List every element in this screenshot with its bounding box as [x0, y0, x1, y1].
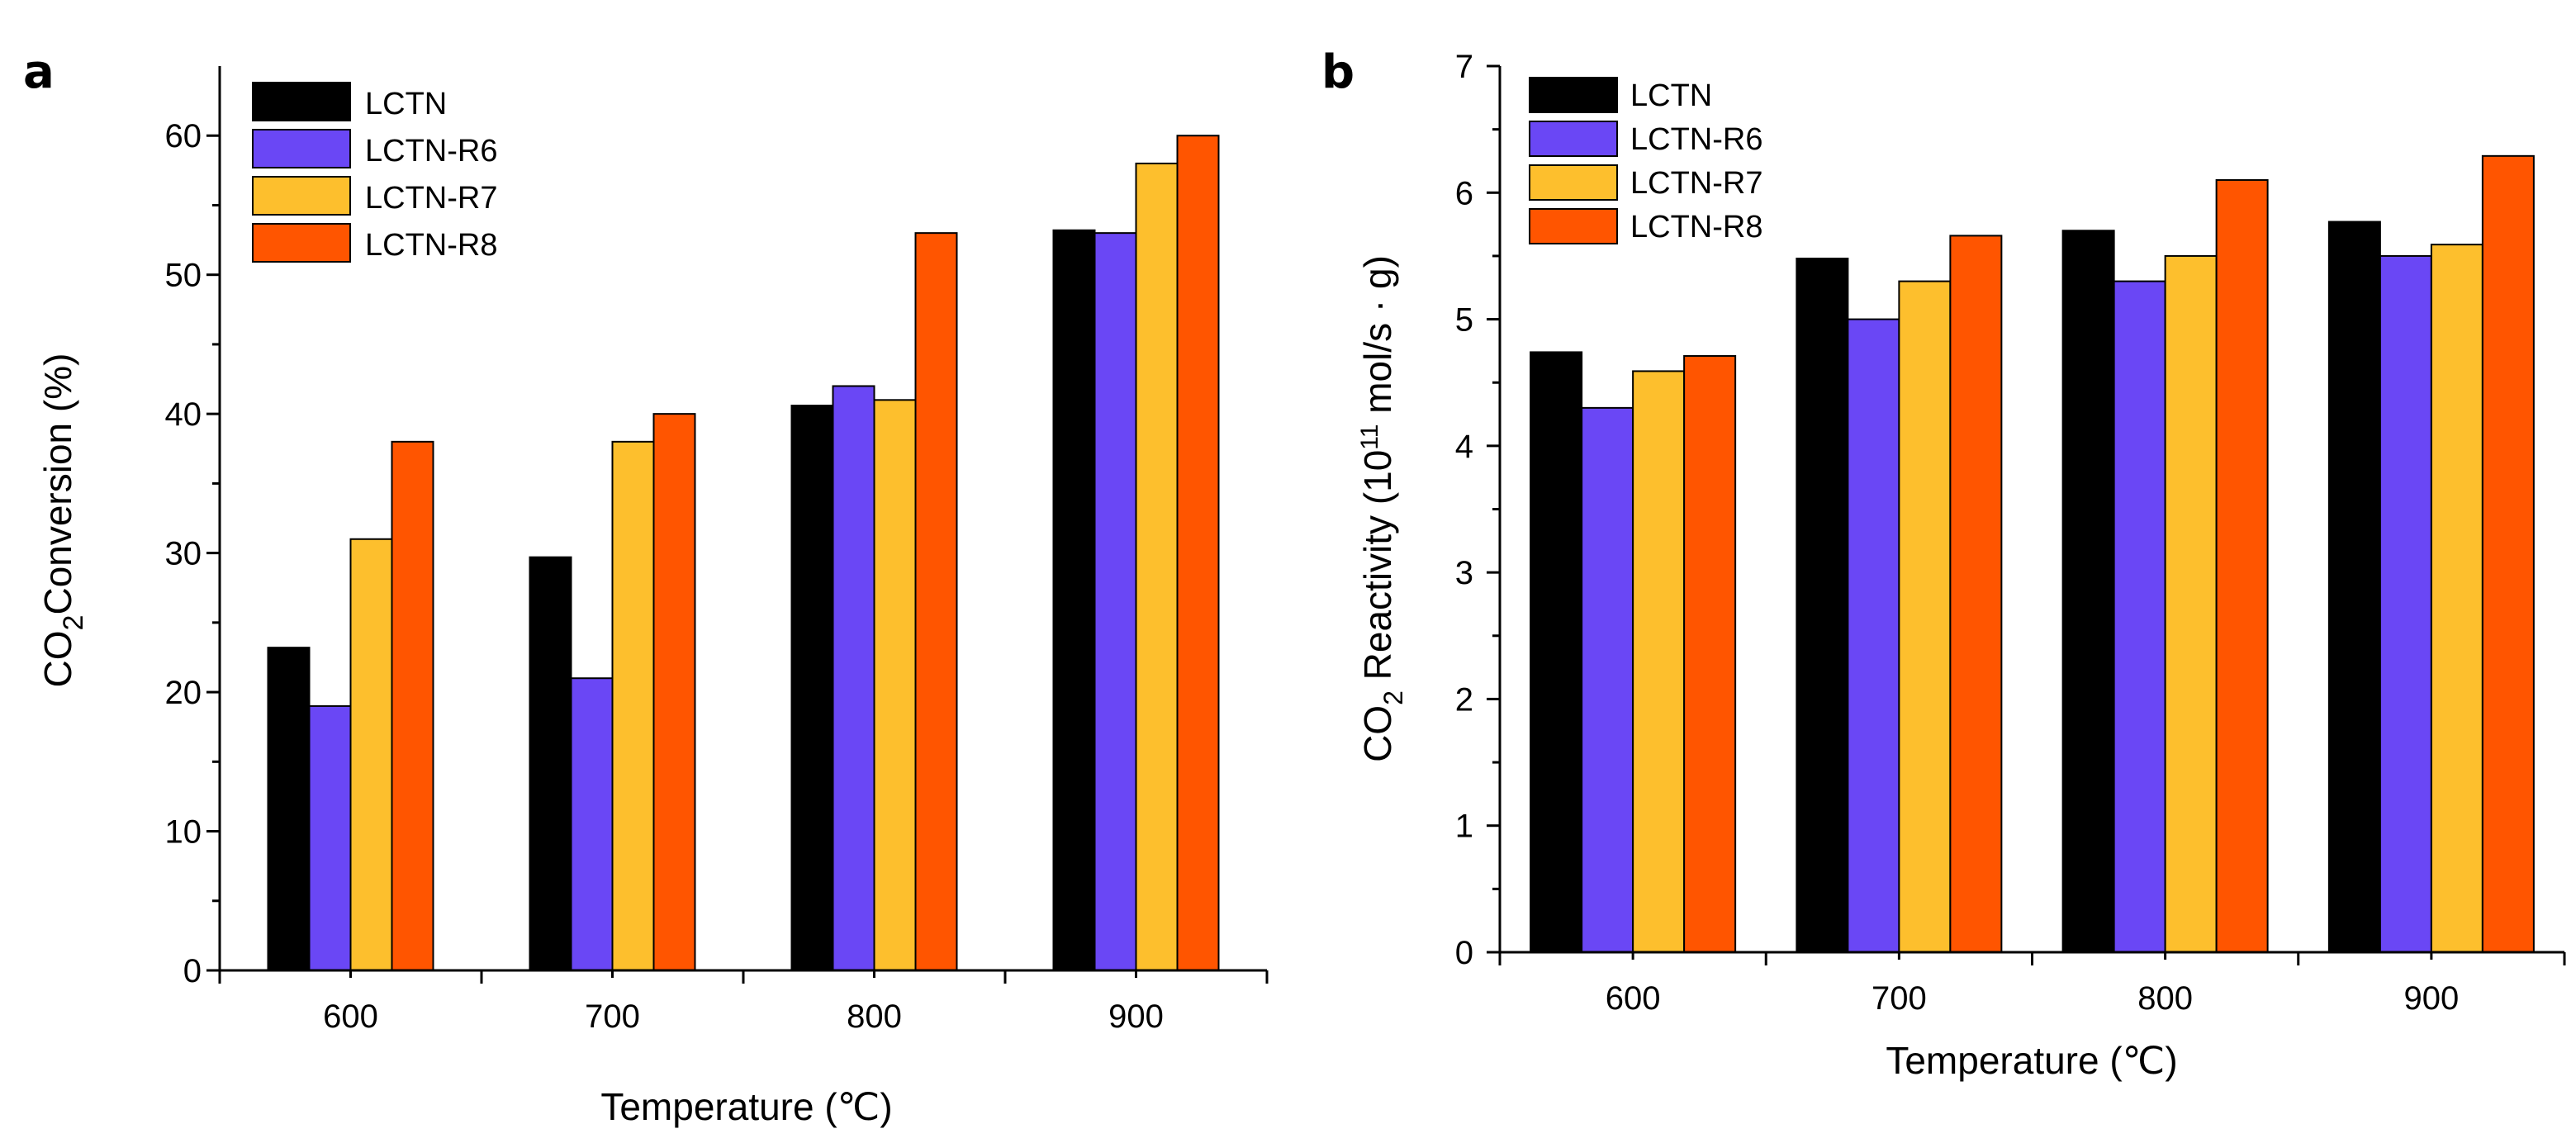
- bar-b-lctn-r7-700: [1898, 280, 1952, 954]
- y-axis-title-b-tail: mol/s · g): [1356, 255, 1399, 424]
- y-tick-label-b-0: 0: [1455, 935, 1473, 971]
- y-axis-title-a-sub: 2: [58, 615, 89, 631]
- bar-a-lctn-r6-800: [832, 385, 875, 971]
- bar-a-lctn-r6-700: [570, 677, 614, 971]
- chart-panel-b: b 600 700 800 900 0 1 2 3 4 5 6 7 LCTN LCTN-R6 LCTN-R…: [1321, 45, 2566, 1082]
- x-tick-label-b-900: 900: [2404, 980, 2460, 1017]
- y-tick-label-b-1: 1: [1455, 809, 1473, 845]
- bar-b-lctn-800: [2061, 230, 2115, 953]
- bar-b-lctn-r8-800: [2215, 178, 2269, 953]
- y-tick-label-a-30: 30: [165, 536, 202, 572]
- y-tick-label-a-40: 40: [165, 396, 202, 433]
- y-axis-title-b-sup: 11: [1356, 424, 1383, 450]
- y-tick-label-b-3: 3: [1455, 555, 1473, 591]
- bar-a-lctn-r8-900: [1176, 135, 1220, 971]
- bar-a-lctn-r7-900: [1135, 162, 1179, 971]
- legend-label-b-lctn-r6: LCTN-R6: [1630, 122, 1762, 157]
- x-tick-label-a-800: 800: [847, 998, 902, 1035]
- legend-b: LCTN LCTN-R6 LCTN-R7 LCTN-R8: [1529, 77, 1762, 244]
- bar-b-lctn-600: [1530, 351, 1583, 953]
- bar-b-lctn-900: [2327, 221, 2381, 953]
- legend-label-a-lctn: LCTN: [365, 87, 447, 121]
- bar-a-lctn-600: [267, 647, 311, 972]
- bar-b-lctn-r8-900: [2481, 154, 2535, 953]
- y-tick-label-a-50: 50: [165, 258, 202, 294]
- bar-b-lctn-r7-800: [2164, 254, 2218, 953]
- y-axis-title-a: CO2Conversion (%): [36, 353, 89, 688]
- bar-a-lctn-800: [790, 405, 834, 971]
- bar-a-lctn-r8-800: [914, 232, 958, 971]
- y-axis-title-b: CO2 Reactivity (1011 mol/s · g): [1356, 255, 1408, 762]
- bar-a-lctn-r6-600: [308, 704, 352, 972]
- panel-label-a: a: [23, 45, 55, 99]
- y-axis-title-b-sub: 2: [1378, 690, 1408, 705]
- bar-b-lctn-r6-600: [1581, 406, 1634, 954]
- x-tick-label-a-900: 900: [1108, 998, 1164, 1035]
- bar-b-lctn-r6-900: [2379, 254, 2432, 953]
- bar-b-lctn-700: [1796, 257, 1849, 954]
- bar-b-lctn-r6-800: [2113, 280, 2166, 954]
- y-tick-label-b-4: 4: [1455, 429, 1473, 465]
- y-axis-title-b-rest: Reactivity (10: [1356, 450, 1399, 690]
- bar-a-lctn-r7-700: [611, 440, 655, 971]
- bar-b-lctn-r8-600: [1683, 355, 1737, 953]
- y-axis-title-b-main: CO: [1356, 705, 1399, 762]
- axes-b: 600 700 800 900 0 1 2 3 4 5 6 7: [1455, 49, 2566, 1017]
- bar-a-lctn-r7-600: [349, 538, 393, 971]
- bar-a-lctn-r7-800: [873, 399, 917, 971]
- legend-label-a-lctn-r6: LCTN-R6: [365, 134, 497, 168]
- bar-b-lctn-r6-700: [1847, 318, 1900, 954]
- bar-a-lctn-900: [1052, 229, 1096, 971]
- bar-a-lctn-r8-700: [652, 413, 696, 971]
- y-tick-label-a-60: 60: [165, 118, 202, 154]
- x-tick-label-b-700: 700: [1872, 980, 1927, 1017]
- legend-swatch-a-lctn: [252, 82, 351, 121]
- bar-a-lctn-r6-900: [1093, 232, 1137, 971]
- y-tick-label-b-2: 2: [1455, 681, 1473, 718]
- x-axis-title-a: Temperature (℃): [600, 1085, 892, 1128]
- legend-swatch-b-lctn: [1529, 77, 1618, 113]
- y-tick-label-b-6: 6: [1455, 175, 1473, 211]
- legend-swatch-b-lctn-r7: [1529, 164, 1618, 201]
- legend-label-a-lctn-r7: LCTN-R7: [365, 181, 497, 216]
- legend-label-b-lctn-r7: LCTN-R7: [1630, 166, 1762, 201]
- y-axis-title-a-main: CO: [36, 630, 79, 687]
- y-tick-label-b-5: 5: [1455, 302, 1473, 339]
- legend-label-b-lctn-r8: LCTN-R8: [1630, 210, 1762, 244]
- legend-label-b-lctn: LCTN: [1630, 78, 1712, 113]
- y-tick-label-b-7: 7: [1455, 49, 1473, 85]
- axes-a: 600 700 800 900 0 10 20 30 40 50 60: [165, 66, 1269, 1035]
- y-tick-label-a-0: 0: [183, 953, 202, 989]
- legend-a: LCTN LCTN-R6 LCTN-R7 LCTN-R8: [252, 82, 497, 263]
- bar-a-lctn-r8-600: [391, 440, 434, 971]
- y-tick-label-a-20: 20: [165, 675, 202, 711]
- x-tick-label-b-800: 800: [2137, 980, 2193, 1017]
- bar-a-lctn-700: [529, 556, 572, 972]
- x-tick-label-b-600: 600: [1606, 980, 1661, 1017]
- x-tick-label-a-600: 600: [323, 998, 378, 1035]
- x-axis-title-b: Temperature (℃): [1886, 1039, 2177, 1082]
- y-tick-label-a-10: 10: [165, 814, 202, 851]
- legend-swatch-b-lctn-r8: [1529, 208, 1618, 244]
- bars-b: [1530, 154, 2535, 954]
- legend-swatch-b-lctn-r6: [1529, 121, 1618, 157]
- y-axis-title-a-rest: Conversion (%): [36, 353, 79, 615]
- bars-a: [267, 135, 1220, 972]
- legend-swatch-a-lctn-r6: [252, 129, 351, 168]
- bar-b-lctn-r8-700: [1949, 235, 2003, 954]
- panel-label-b: b: [1321, 45, 1354, 99]
- bar-b-lctn-r7-900: [2430, 244, 2483, 953]
- legend-label-a-lctn-r8: LCTN-R8: [365, 228, 497, 263]
- x-tick-label-a-700: 700: [585, 998, 640, 1035]
- bar-b-lctn-r7-600: [1632, 370, 1686, 953]
- legend-swatch-a-lctn-r8: [252, 223, 351, 263]
- legend-swatch-a-lctn-r7: [252, 176, 351, 216]
